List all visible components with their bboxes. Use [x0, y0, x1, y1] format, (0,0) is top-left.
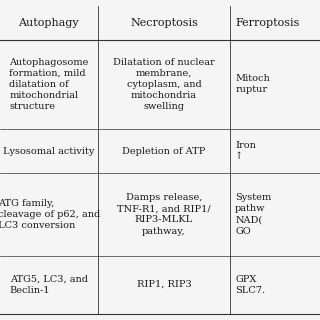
Text: Autophagosome
formation, mild
dilatation of
mitochondrial
structure: Autophagosome formation, mild dilatation… [9, 58, 89, 111]
Text: Necroptosis: Necroptosis [130, 18, 198, 28]
Text: ATG family,
cleavage of p62, and
LC3 conversion: ATG family, cleavage of p62, and LC3 con… [0, 199, 100, 230]
Text: System
pathw
NAD(
GO: System pathw NAD( GO [235, 193, 271, 236]
Text: Depletion of ATP: Depletion of ATP [122, 147, 206, 156]
Text: Ferroptosis: Ferroptosis [235, 18, 300, 28]
Text: Iron
↑: Iron ↑ [235, 141, 256, 161]
Text: GPX
SLC7.: GPX SLC7. [235, 275, 265, 295]
Text: RIP1, RIP3: RIP1, RIP3 [137, 280, 191, 289]
Text: ATG5, LC3, and
Beclin-1: ATG5, LC3, and Beclin-1 [10, 275, 88, 295]
Text: Damps release,
TNF-R1, and RIP1/
RIP3-MLKL
pathway,: Damps release, TNF-R1, and RIP1/ RIP3-ML… [117, 193, 211, 236]
Text: Mitoch
ruptur: Mitoch ruptur [235, 74, 270, 94]
Text: Dilatation of nuclear
membrane,
cytoplasm, and
mitochondria
swelling: Dilatation of nuclear membrane, cytoplas… [113, 58, 215, 111]
Text: Lysosomal activity: Lysosomal activity [3, 147, 94, 156]
Text: Autophagy: Autophagy [19, 18, 79, 28]
